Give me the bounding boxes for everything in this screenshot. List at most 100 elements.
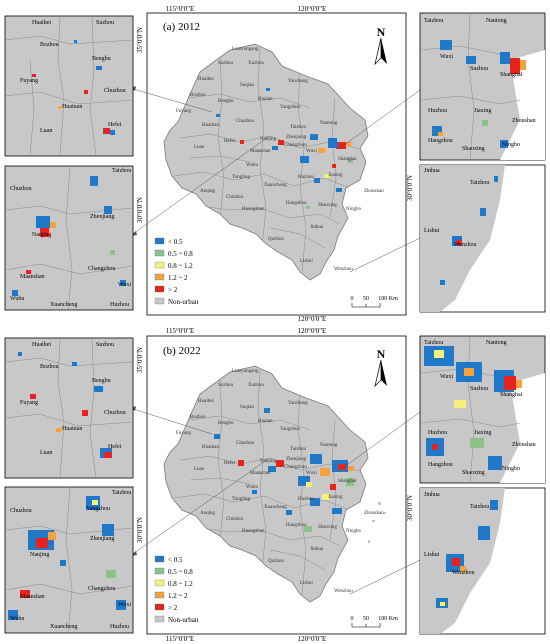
- inset-label: Wuhu: [10, 616, 24, 622]
- inset-nanjing: Taizhou Yangzhou Chuzhou Zhenjiang Nanji…: [4, 486, 134, 634]
- inset-label: Bengbu: [92, 378, 111, 384]
- inset-label: Huzhou: [428, 108, 447, 114]
- inset-label: Bengbu: [92, 56, 111, 62]
- inset-label: Luan: [40, 128, 52, 134]
- inset-label: Wuxi: [440, 54, 453, 60]
- inset-label: Fuyang: [20, 400, 38, 406]
- panel-label: (b) 2022: [163, 345, 201, 357]
- city-label: Changzhou: [284, 465, 307, 470]
- city-label: Nantong: [320, 121, 338, 126]
- city-label: Bozhou: [190, 415, 206, 420]
- svg-text:Non-urban: Non-urban: [168, 616, 199, 624]
- city-label: Lianyungang: [232, 47, 259, 52]
- legend-swatch: [154, 591, 165, 599]
- inset-shanghai: Taizhou Nantong Wuxi Suzhou Shanghai Huz…: [419, 335, 546, 484]
- city-label: Zhenjiang: [286, 457, 307, 462]
- svg-text:100 Km: 100 Km: [378, 296, 398, 302]
- inset-label: Bozhou: [40, 42, 59, 48]
- city-label: Shaoxing: [318, 203, 337, 208]
- city-label: Huzhou: [298, 175, 314, 180]
- city-label: Bengbu: [218, 99, 234, 104]
- svg-text:> 2: > 2: [168, 604, 178, 612]
- city-labels: Lianyungang Suzhou Xuzhou Huaibei Suqian…: [176, 47, 384, 272]
- city-label: Anqing: [200, 511, 216, 516]
- city-label: Jiaxing: [328, 495, 343, 500]
- city-label: Taizhou: [290, 125, 307, 130]
- inset-label: Taizhou: [470, 504, 489, 510]
- city-label: Wuhu: [246, 163, 259, 168]
- city-label: Wenzhou: [334, 267, 353, 272]
- inset-label: Ningbo: [502, 142, 520, 148]
- city-label: Changzhou: [284, 143, 307, 148]
- city-label: Lishui: [300, 581, 313, 586]
- svg-text:1.2 ~ 2: 1.2 ~ 2: [168, 274, 188, 282]
- city-label: Luan: [194, 145, 205, 150]
- study-region: [163, 365, 369, 603]
- inset-label: Suzhou: [470, 66, 488, 72]
- lat-right-label: 30°0'0"N: [406, 175, 414, 201]
- city-label: Hangzhou: [286, 201, 307, 206]
- city-label: Fuyang: [176, 109, 192, 114]
- city-label: Maanshan: [250, 149, 271, 154]
- inset-label: Lishui: [424, 228, 440, 234]
- city-label: Bengbu: [218, 421, 234, 426]
- north-arrow: N: [374, 25, 387, 66]
- inset-label: Huainan: [62, 426, 82, 432]
- city-label: Bozhou: [190, 93, 206, 98]
- inset-label: Zhenjiang: [90, 214, 114, 220]
- city-label: Chuzhou: [236, 119, 255, 124]
- svg-text:N: N: [377, 25, 386, 39]
- inset-label: Jiaxing: [474, 430, 491, 436]
- inset-label: Taizhou: [424, 340, 443, 346]
- city-label: Taizhou: [290, 447, 307, 452]
- inset-label: Zhoushan: [512, 442, 536, 448]
- inset-label: Maanshan: [20, 594, 45, 600]
- inset-north-anhui: Huaibei Suzhou Bozhou Bengbu Fuyang Huai…: [4, 337, 134, 479]
- inset-label: Wuhu: [10, 296, 24, 302]
- inset-label: Maanshan: [20, 274, 45, 280]
- study-region: [163, 43, 369, 281]
- city-label: Zhoushan: [364, 189, 384, 194]
- inset-label: Wuxi: [440, 374, 453, 380]
- urban-pixels-2012: [216, 88, 353, 252]
- city-label: Jinhua: [310, 225, 324, 230]
- panel-b: 115°0'0"E 120°0'0"E 115°0'0"E 120°0'0"E …: [4, 327, 546, 643]
- inset-label: Wenzhou: [454, 242, 477, 248]
- city-label: Huainan: [202, 445, 219, 450]
- city-label: Huzhou: [298, 497, 314, 502]
- inset-label: Taizhou: [112, 168, 131, 174]
- city-label: Lianyungang: [232, 369, 259, 374]
- city-boundaries: [173, 47, 366, 274]
- city-label: Wuxi: [306, 471, 318, 476]
- inset-label: Zhoushan: [512, 118, 536, 124]
- city-label: Suqian: [240, 405, 254, 410]
- inset-label: Wuxi: [118, 282, 131, 288]
- city-label: Chuzhou: [236, 441, 255, 446]
- lon-bottom-label: 120°0'0"E: [298, 315, 327, 323]
- city-label: Xuzhou: [248, 383, 264, 388]
- city-label: Huaian: [258, 419, 273, 424]
- lat-left-label: 30°0'0"N: [136, 197, 144, 223]
- urban-pixels-2022: [214, 408, 354, 580]
- inset-label: Chuzhou: [104, 88, 126, 94]
- inset-label: Taizhou: [470, 180, 489, 186]
- city-label: Nanjing: [260, 459, 277, 464]
- inset-label: Huzhou: [110, 624, 129, 630]
- inset-label: Zhenjiang: [90, 536, 114, 542]
- city-label: Zhenjiang: [286, 135, 307, 140]
- inset-label: Chuzhou: [10, 186, 32, 192]
- inset-label: Chuzhou: [10, 508, 32, 514]
- city-label: Luan: [194, 467, 205, 472]
- legend-swatch: [154, 297, 165, 305]
- city-label: Jinhua: [310, 547, 324, 552]
- svg-text:0: 0: [351, 616, 354, 622]
- inset-label: Lishui: [424, 552, 440, 558]
- city-label: Huangshan: [242, 207, 265, 212]
- inset-shanghai: Taizhou Nantong Wuxi Suzhou Shanghai Huz…: [419, 12, 546, 161]
- inset-label: Nanjing: [32, 232, 51, 238]
- city-label: Quzhou: [268, 237, 284, 242]
- legend-swatch: [154, 567, 165, 575]
- legend-swatch: [154, 555, 165, 563]
- city-label: Huangshan: [242, 529, 265, 534]
